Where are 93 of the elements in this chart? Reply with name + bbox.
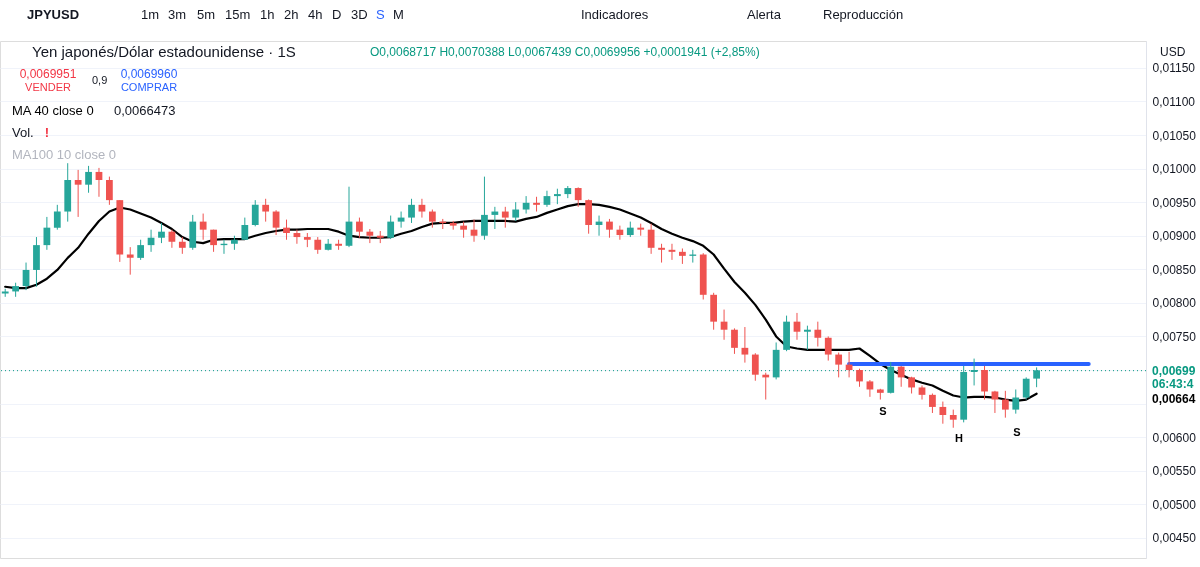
candlestick bbox=[126, 246, 134, 276]
candlestick bbox=[408, 198, 415, 224]
text: Indicadores bbox=[581, 7, 649, 22]
y-tick-label: 0,00750 bbox=[1152, 329, 1197, 344]
y-tick-label: 0,00850 bbox=[1152, 262, 1197, 277]
text: 4h bbox=[308, 7, 323, 22]
annotation: MA100 10 close 0 bbox=[12, 147, 117, 162]
candlestick bbox=[43, 216, 51, 251]
candlestick bbox=[418, 198, 426, 219]
y-tick-label: 0,00900 bbox=[1152, 229, 1197, 244]
annotation: 0,0069951 bbox=[19, 67, 77, 81]
text: 1h bbox=[260, 7, 275, 22]
y-tick-label: 0,00500 bbox=[1152, 497, 1197, 512]
text: USD bbox=[1160, 45, 1186, 59]
candlestick bbox=[501, 206, 509, 229]
candlestick bbox=[387, 215, 395, 240]
text: Reproducción bbox=[823, 7, 904, 22]
text: 5m bbox=[197, 7, 216, 22]
candlestick bbox=[1033, 366, 1040, 388]
candlestick bbox=[814, 321, 822, 347]
candlestick bbox=[741, 326, 749, 364]
candlestick bbox=[616, 225, 624, 241]
text: 06:43:4 bbox=[1152, 377, 1194, 391]
candlestick bbox=[491, 206, 499, 230]
text: 3D bbox=[351, 7, 368, 22]
text: 15m bbox=[225, 7, 251, 22]
candlestick bbox=[512, 201, 520, 222]
candlestick bbox=[897, 365, 905, 388]
candlestick bbox=[158, 222, 165, 244]
candlestick bbox=[606, 218, 613, 239]
candlestick bbox=[522, 195, 530, 215]
text: 1m bbox=[141, 7, 160, 22]
text: Alerta bbox=[747, 7, 782, 22]
candlestick bbox=[137, 239, 145, 261]
candlestick bbox=[1001, 390, 1009, 419]
text: D bbox=[332, 7, 342, 22]
y-tick-label: 0,00450 bbox=[1152, 531, 1197, 546]
annotation: VENDER bbox=[25, 81, 71, 93]
text: M bbox=[393, 7, 404, 22]
candlestick bbox=[199, 213, 207, 241]
candlestick bbox=[356, 217, 363, 239]
candlestick bbox=[262, 198, 270, 223]
candlestick bbox=[251, 199, 259, 227]
candlestick bbox=[85, 165, 92, 194]
candlestick bbox=[804, 325, 811, 351]
annotation: S bbox=[1013, 426, 1021, 438]
text: 2h bbox=[284, 7, 299, 22]
candlestick bbox=[1012, 388, 1020, 415]
y-tick-label: 0,00550 bbox=[1152, 464, 1197, 479]
candlestick bbox=[283, 219, 290, 241]
candlestick bbox=[574, 186, 582, 208]
candlestick bbox=[481, 176, 488, 241]
annotation: S bbox=[879, 405, 887, 417]
text: S bbox=[376, 7, 385, 22]
y-tick-label: 0,00600 bbox=[1152, 430, 1197, 445]
y-tick-label: 0,01000 bbox=[1152, 162, 1197, 177]
y-tick-label: 0,00950 bbox=[1152, 195, 1197, 210]
text: MA 40 close 0 bbox=[12, 103, 94, 118]
annotation: 0,0069960 bbox=[120, 67, 178, 81]
candlestick bbox=[428, 209, 436, 229]
candlestick bbox=[241, 217, 249, 241]
text: 0,00664 bbox=[1152, 392, 1196, 406]
candlestick bbox=[647, 223, 655, 255]
candlestick bbox=[939, 401, 947, 425]
annotation: Vol. bbox=[12, 125, 34, 140]
annotation: ! bbox=[44, 125, 50, 140]
text: JPYUSD bbox=[27, 7, 80, 22]
ref-line-label: 0,00699 bbox=[1152, 363, 1196, 378]
candlestick bbox=[835, 352, 843, 378]
candlestick bbox=[981, 365, 988, 401]
annotation: COMPRAR bbox=[120, 81, 178, 93]
annotation: 0,9 bbox=[92, 74, 108, 86]
y-tick-label: 0,01150 bbox=[1152, 61, 1196, 76]
y-tick-label: 0,00800 bbox=[1152, 296, 1197, 311]
candlestick bbox=[824, 335, 832, 362]
candlestick bbox=[74, 169, 82, 218]
candlestick bbox=[856, 368, 863, 388]
chart-subtitle: O0,0068717 H0,0070388 L0,0067439 C0,0069956 +0,0001941 (+2,85%) bbox=[370, 45, 760, 59]
y-tick-label: 0,01100 bbox=[1152, 94, 1196, 109]
candlestick bbox=[1022, 376, 1030, 401]
annotation: H bbox=[955, 432, 964, 444]
candlestick bbox=[106, 176, 113, 206]
candlestick bbox=[751, 352, 759, 382]
candlestick bbox=[658, 243, 665, 264]
candlestick bbox=[949, 409, 957, 429]
candlestick bbox=[929, 393, 936, 414]
annotation: 0,0066473 bbox=[114, 103, 176, 118]
chart-title: Yen japonés/Dólar estadounidense · 1S bbox=[32, 43, 296, 60]
candlestick bbox=[53, 204, 61, 231]
y-tick-label: 0,01050 bbox=[1152, 128, 1197, 143]
text: 3m bbox=[168, 7, 187, 22]
candlestick bbox=[731, 327, 738, 355]
candlestick bbox=[918, 384, 926, 401]
